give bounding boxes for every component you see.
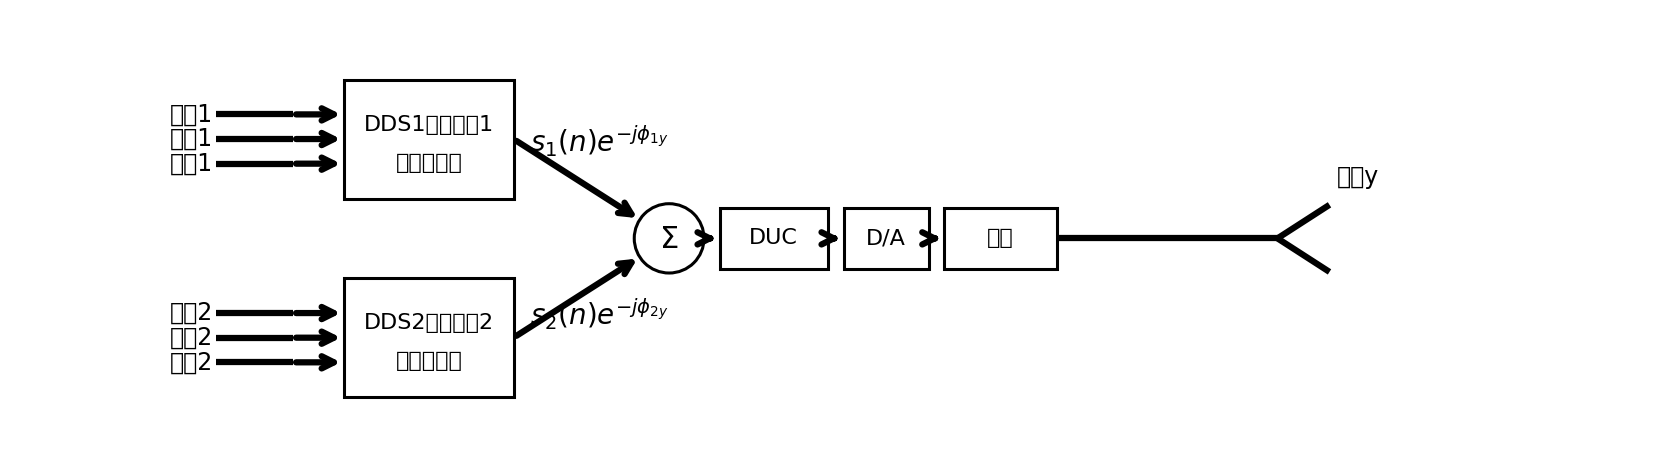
Text: （移相后）: （移相后） (396, 351, 463, 371)
Bar (344, 278, 514, 397)
Text: 阵元y: 阵元y (1338, 165, 1379, 189)
Text: $s_1(n)e^{-j\phi_{1y}}$: $s_1(n)e^{-j\phi_{1y}}$ (529, 124, 669, 159)
Text: 频率1: 频率1 (170, 102, 213, 126)
Text: $s_2(n)e^{-j\phi_{2y}}$: $s_2(n)e^{-j\phi_{2y}}$ (529, 297, 669, 332)
Bar (943, 208, 1057, 269)
Text: 频率2: 频率2 (170, 301, 213, 325)
Text: 相位2: 相位2 (170, 326, 213, 350)
Bar (344, 80, 514, 199)
Text: DUC: DUC (749, 228, 799, 248)
Text: DDS2产生波形2: DDS2产生波形2 (364, 313, 494, 333)
Bar (719, 208, 829, 269)
Text: 相位1: 相位1 (170, 127, 213, 151)
Text: 幅度2: 幅度2 (170, 350, 213, 374)
Bar (844, 208, 929, 269)
Text: D/A: D/A (867, 228, 907, 248)
Text: 幅度1: 幅度1 (170, 152, 213, 176)
Text: DDS1产生波形1: DDS1产生波形1 (364, 115, 494, 135)
Text: 功放: 功放 (987, 228, 1013, 248)
Text: $\Sigma$: $\Sigma$ (659, 226, 679, 254)
Text: （移相后）: （移相后） (396, 153, 463, 173)
